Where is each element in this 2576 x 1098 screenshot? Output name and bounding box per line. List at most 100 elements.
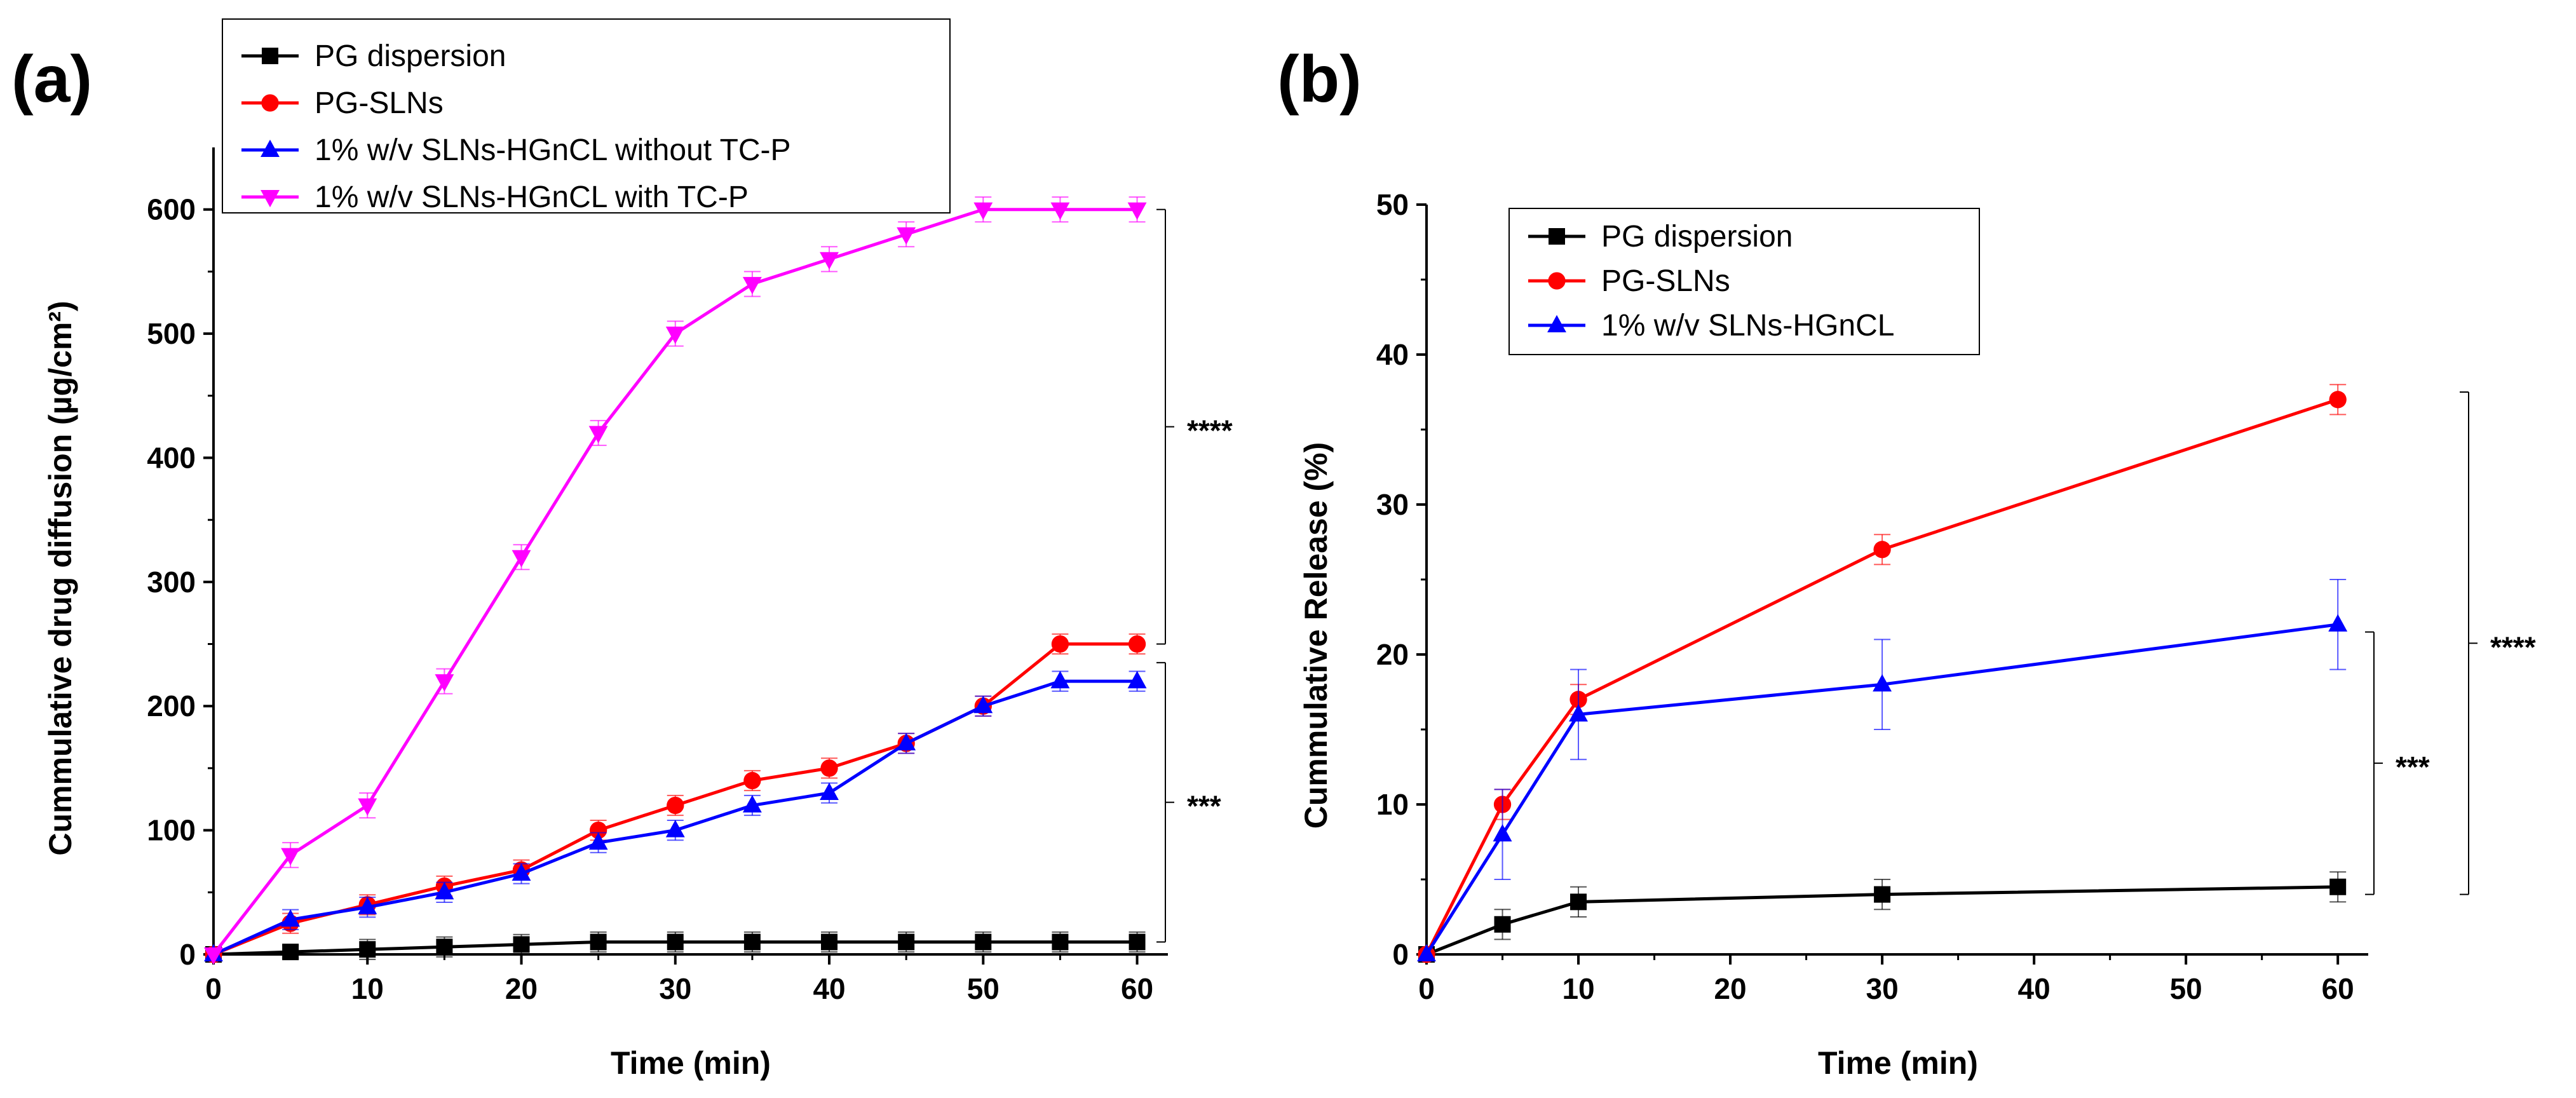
panel-b-x-tick-label: 30: [1866, 972, 1899, 1005]
panel-a-series-3: [204, 196, 1147, 965]
panel-a-y-tick-label: 600: [147, 193, 196, 226]
panel-a-legend-item: PG dispersion: [241, 39, 506, 73]
panel-a-data-point: [1052, 933, 1069, 951]
panel-a-data-point: [588, 832, 608, 850]
panel-a-data-point: [590, 933, 607, 951]
panel-a-x-tick-label: 0: [205, 972, 222, 1005]
panel-b-y-tick-label: 50: [1376, 188, 1409, 221]
panel-b-legend-label: PG dispersion: [1601, 220, 1793, 254]
panel-b-data-point: [1417, 944, 1436, 962]
panel-b-legend-label: 1% w/v SLNs-HGnCL: [1601, 309, 1894, 342]
panel-b-y-tick-label: 30: [1376, 488, 1409, 521]
panel-a-data-point: [204, 947, 223, 965]
panel-a-data-point: [282, 944, 299, 961]
panel-a-data-point: [973, 695, 993, 714]
panel-a-x-tick-label: 60: [1121, 972, 1153, 1005]
panel-a-legend: PG dispersion PG-SLNs 1% w/v SLNs-HGnCL wi…: [222, 18, 951, 214]
panel-a-data-point: [743, 771, 761, 790]
panel-a-data-point: [1128, 635, 1146, 653]
panel-a-data-point: [821, 933, 838, 951]
panel-b-significance-bracket: ***: [2365, 631, 2430, 895]
panel-b-data-point: [1873, 674, 1892, 692]
panel-a-significance-label: ****: [1187, 414, 1233, 447]
panel-b-legend: PG dispersion PG-SLNs 1% w/v SLNs-HGnCL: [1508, 208, 1980, 355]
panel-a-x-axis-title: Time (min): [611, 1045, 771, 1081]
panel-b-legend-marker: [1548, 272, 1566, 290]
panel-b-x-tick-label: 60: [2322, 972, 2354, 1005]
panel-a-data-point: [281, 909, 301, 927]
panel-a-data-point: [588, 426, 608, 444]
panel-b-label: (b): [1277, 43, 1362, 116]
panel-a-legend-marker: [261, 94, 279, 112]
panel-a-data-point: [820, 252, 839, 270]
panel-a-y-tick-label: 500: [147, 317, 196, 350]
panel-a-data-point: [898, 933, 915, 951]
panel-b-y-axis-title: Cummulative Release (%): [1298, 442, 1334, 829]
panel-b-data-point: [1569, 704, 1588, 722]
panel-a-data-point: [1050, 202, 1070, 220]
panel-b-legend-item: PG-SLNs: [1528, 264, 1730, 298]
panel-a-legend-label: PG-SLNs: [315, 86, 444, 120]
panel-b-data-point: [1570, 893, 1587, 911]
panel-a-data-point: [359, 941, 376, 958]
panel-a-data-point: [742, 795, 762, 813]
panel-a-data-point: [358, 897, 377, 914]
panel-a-legend-item: PG-SLNs: [241, 86, 444, 120]
panel-a-x-tick-label: 20: [505, 972, 538, 1005]
panel-b-legend-item: PG dispersion: [1528, 220, 1793, 254]
panel-b-data-point: [2328, 614, 2348, 632]
panel-a-data-point: [435, 674, 454, 692]
panel-a-data-point: [281, 848, 301, 865]
panel-a-series-0: [205, 931, 1146, 963]
panel-b-significance-label: ****: [2490, 630, 2536, 663]
panel-a-legend-marker: [261, 189, 280, 208]
panel-b-legend-label: PG-SLNs: [1601, 264, 1730, 298]
panel-a-legend-box: [222, 18, 951, 214]
panel-a-data-point: [435, 882, 454, 900]
panel-a-data-point: [1127, 202, 1147, 220]
panel-a-significance-label: ***: [1187, 790, 1221, 823]
panel-a-legend-item: 1% w/v SLNs-HGnCL without TC-P: [241, 133, 791, 167]
panel-a-data-point: [820, 782, 839, 801]
panel-a-legend-item: 1% w/v SLNs-HGnCL with TC-P: [241, 180, 749, 214]
panel-b-data-point: [2329, 878, 2347, 895]
panel-b-significance-bracket: ****: [2460, 391, 2536, 895]
panel-a-data-point: [667, 796, 684, 815]
panel-a-data-point: [1051, 635, 1069, 653]
panel-b-x-tick-label: 50: [2170, 972, 2202, 1005]
panel-b-legend-box: [1508, 208, 1980, 355]
panel-a-x-tick-label: 40: [813, 972, 845, 1005]
panel-b-y-tick-label: 10: [1376, 788, 1409, 821]
panel-a-data-point: [743, 933, 761, 951]
panel-a-y-tick-label: 300: [147, 566, 196, 599]
panel-a-y-axis-title: Cummulative drug diffusion (µg/cm²): [43, 301, 78, 855]
panel-b-x-tick-label: 20: [1714, 972, 1746, 1005]
panel-a-significance-bracket: ****: [1156, 208, 1233, 645]
panel-b-data-point: [1874, 886, 1891, 903]
panel-a-data-point: [742, 276, 762, 295]
panel-a-data-point: [1050, 670, 1070, 689]
panel-a-data-point: [820, 759, 838, 777]
panel-a-data-point: [975, 933, 992, 951]
panel-a-x-tick-label: 10: [351, 972, 384, 1005]
panel-a-legend-marker: [262, 48, 278, 64]
panel-b-data-point: [1494, 916, 1511, 933]
panel-a-data-point: [513, 936, 530, 953]
panel-b-x-tick-label: 0: [1418, 972, 1435, 1005]
panel-a-x-tick-label: 50: [967, 972, 1000, 1005]
panel-b-y-tick-label: 20: [1376, 638, 1409, 671]
panel-b-legend-marker: [1549, 228, 1565, 245]
panel-a-legend-marker: [261, 139, 280, 158]
panel-b-x-axis-title: Time (min): [1818, 1045, 1978, 1081]
panel-a-data-point: [897, 227, 916, 245]
panel-a-legend-label: 1% w/v SLNs-HGnCL with TC-P: [315, 180, 749, 214]
panel-b-series-2: [1417, 579, 2348, 962]
panel-a-data-point: [1129, 933, 1146, 951]
panel-a-data-point: [665, 820, 685, 837]
panel-a-data-point: [512, 863, 531, 881]
panel-a-data-point: [589, 821, 607, 839]
panel-b-legend-marker: [1547, 315, 1566, 333]
panel-a-data-point: [358, 798, 377, 816]
